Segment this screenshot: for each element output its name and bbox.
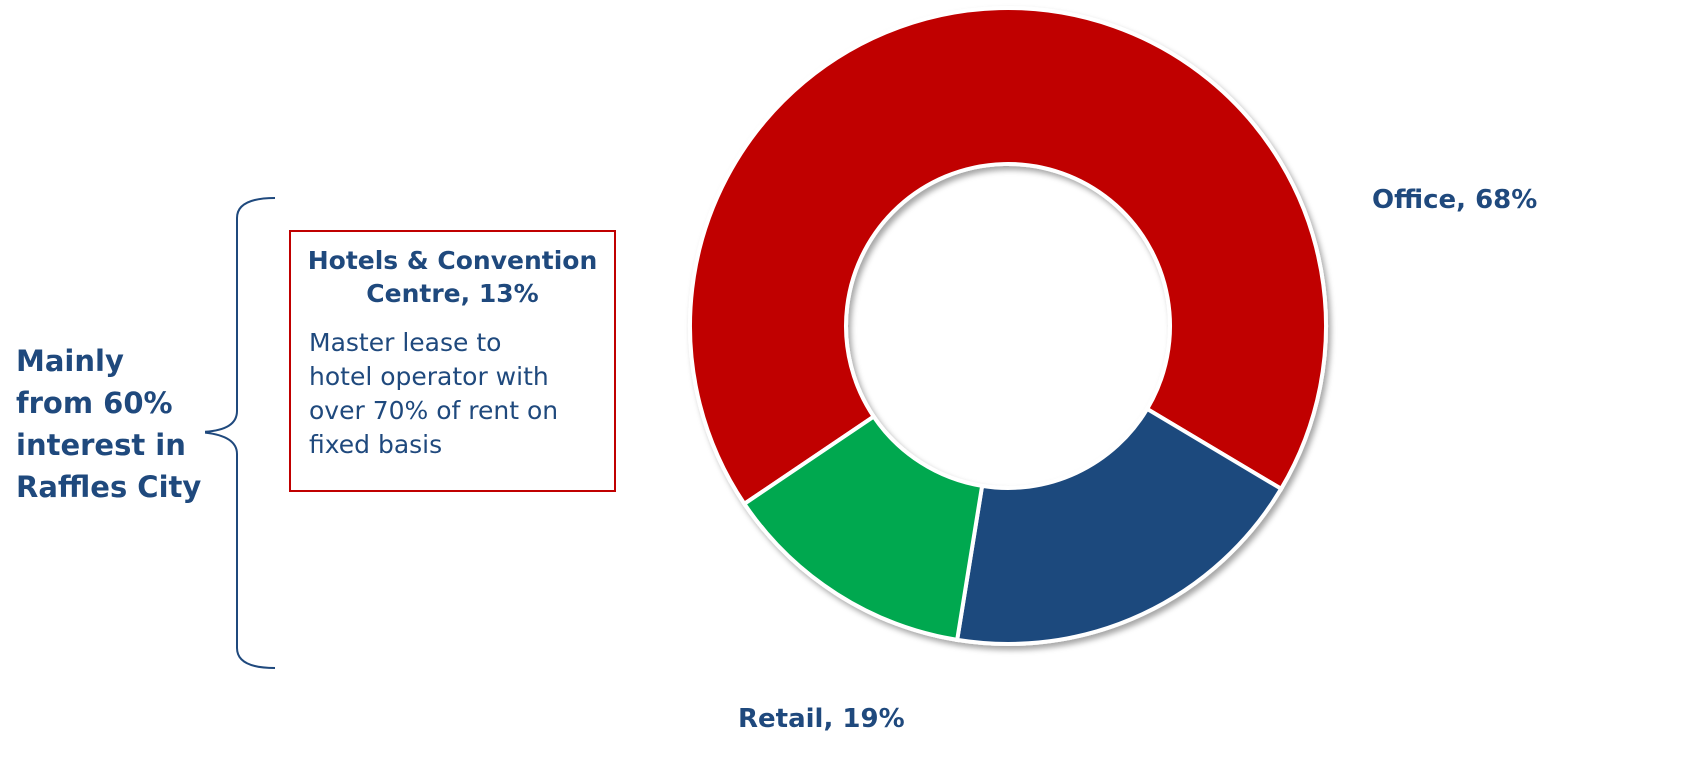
office-label: Office, 68% bbox=[1372, 185, 1537, 215]
office-slice bbox=[690, 8, 1326, 504]
retail-label: Retail, 19% bbox=[738, 704, 905, 734]
